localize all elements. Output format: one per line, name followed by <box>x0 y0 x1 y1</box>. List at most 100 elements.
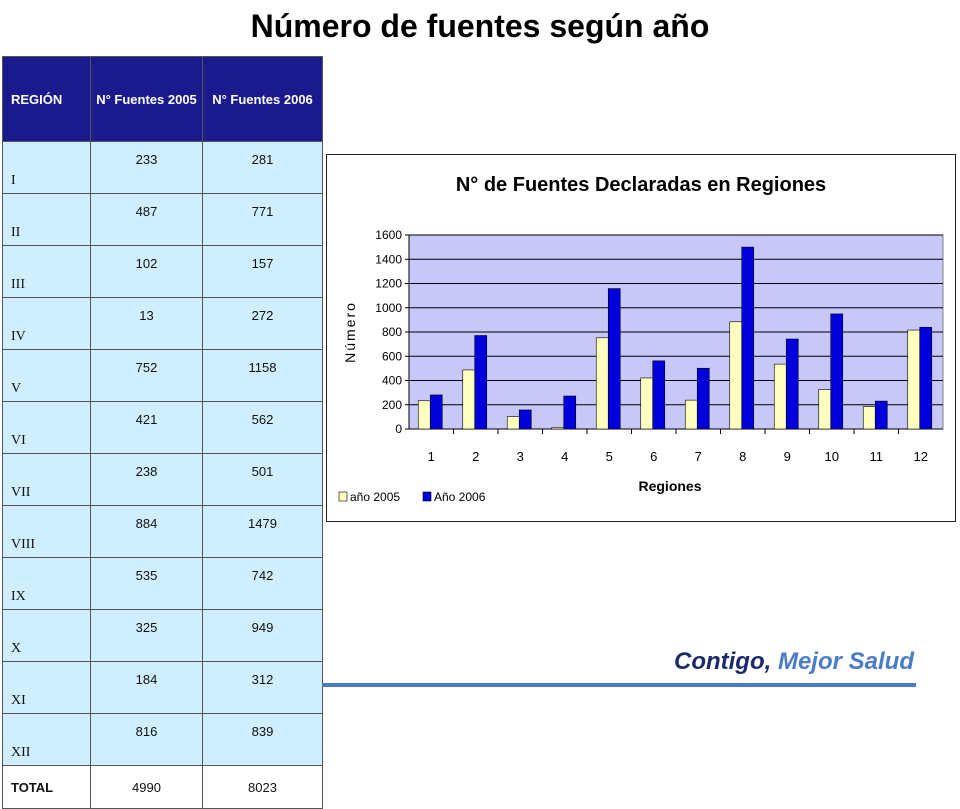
bar-2005 <box>907 329 921 430</box>
value-2005-cell: 13 <box>90 297 203 350</box>
bar-2006 <box>874 400 888 430</box>
y-tick-label: 200 <box>382 398 402 412</box>
x-tick-label: 4 <box>561 449 568 464</box>
value-2006-cell: 839 <box>202 713 323 766</box>
bar-2006 <box>429 394 443 430</box>
value-2005-cell: 184 <box>90 661 203 714</box>
value-2006-cell: 1479 <box>202 505 323 558</box>
table-row: VIII 884 1479 <box>2 505 323 558</box>
table-row: VII 238 501 <box>2 453 323 506</box>
page-title: Número de fuentes según año <box>250 8 710 44</box>
region-cell: VI <box>2 401 91 454</box>
bar-2006 <box>518 409 532 430</box>
bar-2005 <box>818 389 832 430</box>
value-2005-cell: 535 <box>90 557 203 610</box>
y-tick-label: 0 <box>395 422 402 436</box>
value-2006-cell: 272 <box>202 297 323 350</box>
region-cell: X <box>2 609 91 662</box>
bar-2006 <box>563 395 577 430</box>
table-header-row: REGIÓN N° Fuentes 2005 N° Fuentes 2006 <box>2 56 323 142</box>
value-2006-cell: 742 <box>202 557 323 610</box>
region-table: REGIÓN N° Fuentes 2005 N° Fuentes 2006 I… <box>2 56 323 809</box>
table-row: XI 184 312 <box>2 661 323 714</box>
region-cell: IX <box>2 557 91 610</box>
value-2006-cell: 1158 <box>202 349 323 402</box>
legend-label: Año 2006 <box>434 490 486 504</box>
value-2006-cell: 949 <box>202 609 323 662</box>
bar-2005 <box>862 406 876 430</box>
region-cell: XII <box>2 713 91 766</box>
bar-2005 <box>462 369 476 430</box>
x-tick-label: 3 <box>517 449 524 464</box>
y-tick-label: 800 <box>382 325 402 339</box>
x-tick-label: 8 <box>739 449 746 464</box>
total-label: TOTAL <box>2 765 91 809</box>
y-tick-label: 1000 <box>375 301 402 315</box>
value-2006-cell: 771 <box>202 193 323 246</box>
bar-2006 <box>652 360 666 430</box>
value-2006-cell: 281 <box>202 141 323 194</box>
chart-canvas: N° de Fuentes Declaradas en Regiones 0 200… <box>338 174 944 504</box>
region-cell: II <box>2 193 91 246</box>
bar-2006 <box>741 246 755 430</box>
table-row: IX 535 742 <box>2 557 323 610</box>
y-tick-label: 400 <box>382 374 402 388</box>
table-row: V 752 1158 <box>2 349 323 402</box>
value-2005-cell: 238 <box>90 453 203 506</box>
legend-swatch-2006 <box>422 491 432 502</box>
table-row: IV 13 272 <box>2 297 323 350</box>
x-tick-label: 11 <box>870 449 884 464</box>
value-2005-cell: 752 <box>90 349 203 402</box>
bar-2006 <box>830 313 844 430</box>
header-region: REGIÓN <box>2 56 91 142</box>
value-2005-cell: 233 <box>90 141 203 194</box>
bar-2005 <box>773 363 787 430</box>
footer-line <box>322 683 916 687</box>
table-row: VI 421 562 <box>2 401 323 454</box>
bar-2006 <box>607 288 621 430</box>
x-axis-label: Regiones <box>638 478 701 494</box>
x-tick-label: 12 <box>914 449 928 464</box>
tagline: Contigo, Mejor Salud <box>640 648 914 676</box>
tagline-part1: Contigo, <box>673 648 772 675</box>
x-tick-label: 6 <box>650 449 657 464</box>
bar-2006 <box>696 367 710 430</box>
value-2005-cell: 102 <box>90 245 203 298</box>
value-2005-cell: 487 <box>90 193 203 246</box>
bar-2005 <box>729 321 743 430</box>
bar-2005 <box>640 377 654 430</box>
legend-label: año 2005 <box>350 490 400 504</box>
table-row: X 325 949 <box>2 609 323 662</box>
value-2005-cell: 884 <box>90 505 203 558</box>
region-cell: I <box>2 141 91 194</box>
region-cell: XI <box>2 661 91 714</box>
value-2006-cell: 562 <box>202 401 323 454</box>
x-tick-label: 1 <box>428 449 435 464</box>
table-row: II 487 771 <box>2 193 323 246</box>
header-2005: N° Fuentes 2005 <box>90 56 203 142</box>
region-cell: III <box>2 245 91 298</box>
bar-2006 <box>919 326 933 430</box>
legend-swatch-2005 <box>338 491 348 502</box>
value-2005-cell: 816 <box>90 713 203 766</box>
bar-2005 <box>506 416 520 430</box>
bar-2005 <box>417 400 431 430</box>
bar-2006 <box>785 338 799 430</box>
bar-2005 <box>551 427 565 430</box>
value-2006-cell: 312 <box>202 661 323 714</box>
region-cell: V <box>2 349 91 402</box>
value-2006-cell: 501 <box>202 453 323 506</box>
x-tick-label: 10 <box>825 449 839 464</box>
y-tick-label: 1400 <box>375 252 402 266</box>
header-2006: N° Fuentes 2006 <box>202 56 323 142</box>
value-2005-cell: 421 <box>90 401 203 454</box>
table-row: XII 816 839 <box>2 713 323 766</box>
y-axis-label: Número <box>342 301 358 363</box>
bar-2006 <box>474 335 488 430</box>
chart-title: N° de Fuentes Declaradas en Regiones <box>456 174 826 196</box>
table-row: III 102 157 <box>2 245 323 298</box>
tagline-part2: Mejor Salud <box>777 648 914 675</box>
table-row: I 233 281 <box>2 141 323 194</box>
value-2005-cell: 325 <box>90 609 203 662</box>
y-tick-label: 1200 <box>375 277 402 291</box>
